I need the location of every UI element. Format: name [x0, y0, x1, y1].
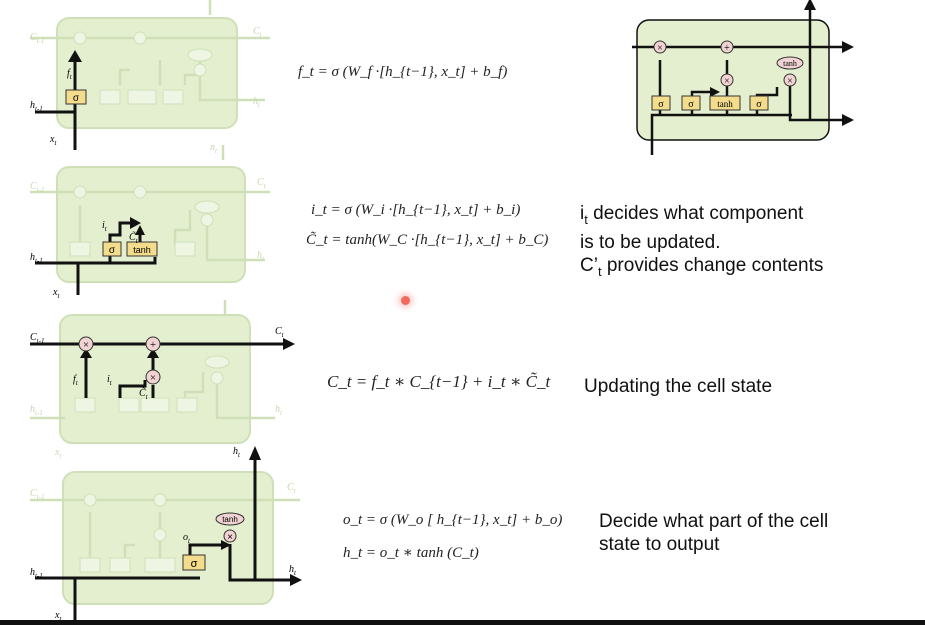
output-gate-diagram: Ct-1 Ct σ × tanh ot ht ht ht-1 xt: [30, 446, 302, 622]
svg-text:ht: ht: [257, 250, 265, 263]
input-gate-diagram: Ct-1 Ct ht ht σ tanh it C̃t ht-1 xt: [30, 145, 270, 300]
svg-text:ht: ht: [210, 145, 218, 155]
svg-text:ht-1: ht-1: [30, 567, 43, 580]
svg-text:Ct: Ct: [275, 326, 285, 339]
hidden-state-equation: h_t = o_t ∗ tanh (C_t): [343, 545, 479, 561]
candidate-equation: C̃_t = tanh(W_C ·[h_{t−1}, x_t] + b_C): [306, 232, 549, 248]
svg-text:xt: xt: [54, 447, 62, 460]
svg-text:xt: xt: [54, 610, 62, 622]
sigma-label: σ: [73, 93, 80, 104]
svg-text:σ: σ: [109, 245, 116, 256]
svg-text:tanh: tanh: [222, 515, 238, 524]
svg-text:ft: ft: [73, 374, 79, 387]
forget-gate-diagram: Ct-1 Ct ht σ ft ht-1 xt: [30, 0, 270, 150]
mul-op: ×: [724, 76, 730, 87]
svg-text:tanh: tanh: [133, 245, 151, 255]
output-gate-note: Decide what part of the cell state to ou…: [599, 511, 829, 555]
svg-text:C̃t: C̃t: [139, 386, 149, 401]
label-f-t: ft: [67, 68, 73, 81]
cursor-pointer: [401, 296, 410, 305]
cell-update-diagram: ht-1 ht xt × +× Ct-1 Ct ft it C̃t: [30, 300, 295, 460]
svg-text:it: it: [107, 374, 113, 387]
input-gate-note: it decides what component is to be updat…: [580, 203, 824, 279]
svg-text:+: +: [150, 339, 156, 351]
sigma-label: σ: [658, 99, 664, 110]
svg-text:ht-1: ht-1: [30, 252, 43, 265]
sigma-label: σ: [688, 99, 694, 110]
svg-text:ht: ht: [275, 404, 283, 417]
tanh-label: tanh: [717, 99, 733, 109]
svg-text:Ct: Ct: [287, 482, 297, 495]
input-gate-equation: i_t = σ (W_i ·[h_{t−1}, x_t] + b_i): [311, 202, 521, 218]
mul-op: ×: [787, 76, 793, 87]
sigma-label: σ: [756, 99, 762, 110]
svg-text:×: ×: [150, 372, 156, 384]
svg-text:xt: xt: [52, 287, 60, 300]
forget-gate-equation: f_t = σ (W_f ·[h_{t−1}, x_t] + b_f): [298, 64, 508, 80]
svg-text:C̃t: C̃t: [129, 230, 139, 245]
add-op: +: [724, 43, 730, 54]
bottom-bar: [0, 620, 925, 625]
sigma-gate: [65, 89, 87, 105]
cell-update-note: Updating the cell state: [584, 376, 773, 397]
svg-text:ht-1: ht-1: [30, 404, 43, 417]
output-gate-equation: o_t = σ (W_o [ h_{t−1}, x_t] + b_o): [343, 512, 563, 528]
mul-op: ×: [657, 43, 663, 54]
svg-text:×: ×: [83, 339, 89, 351]
label-x-t: xt: [49, 134, 57, 147]
svg-text:ot: ot: [183, 532, 191, 545]
cell-update-equation: C_t = f_t ∗ C_{t−1} + i_t ∗ C̃_t: [327, 372, 551, 391]
svg-text:σ: σ: [191, 558, 198, 570]
svg-text:ht: ht: [233, 446, 241, 459]
label-c-prev: Ct-1: [30, 32, 44, 45]
label-h-t: ht: [253, 96, 261, 109]
lstm-cell-full-diagram: σ σ tanh σ × + × × tanh: [632, 0, 854, 155]
svg-text:×: ×: [227, 532, 233, 543]
label-h-prev: ht-1: [30, 100, 43, 113]
svg-text:it: it: [102, 220, 108, 233]
label-c-t: Ct: [253, 26, 263, 39]
tanh-op: tanh: [783, 59, 797, 68]
svg-text:ht: ht: [289, 564, 297, 577]
svg-text:Ct: Ct: [257, 177, 267, 190]
